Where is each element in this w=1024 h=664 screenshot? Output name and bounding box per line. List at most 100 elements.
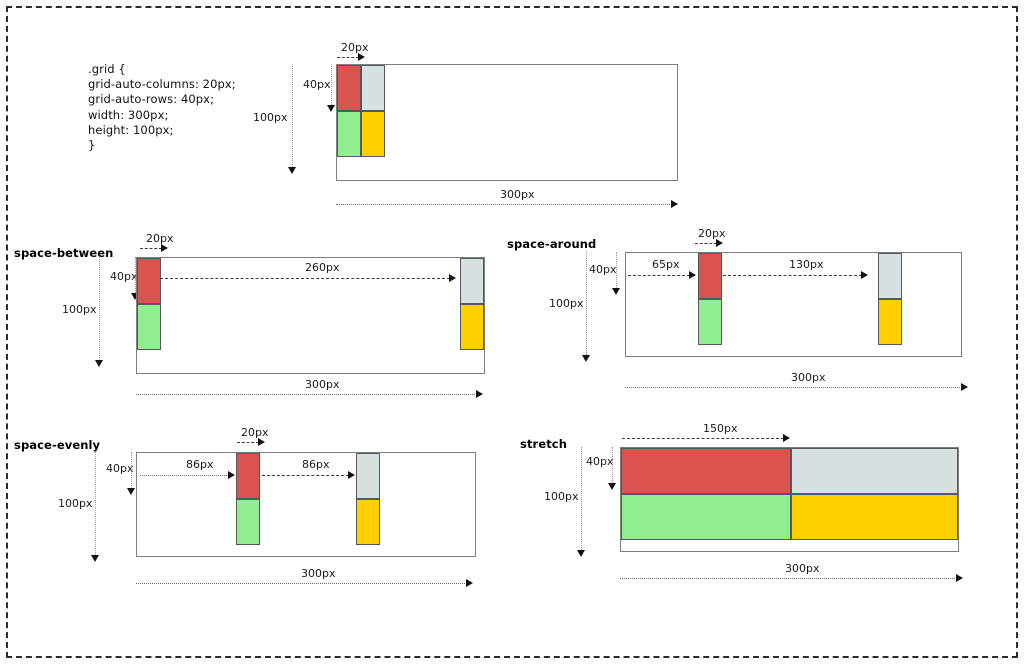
container-height-label-space-evenly: 100px (58, 497, 93, 510)
gap1-dimline-space-around (628, 275, 690, 276)
grid-cell-yellow (361, 111, 385, 157)
container-height-label-space-between: 100px (62, 303, 97, 316)
gap2-label-space-evenly: 86px (302, 458, 330, 471)
arrow-right-icon (861, 271, 868, 279)
section-label-space-evenly: space-evenly (14, 438, 101, 452)
arrow-right-icon (476, 390, 483, 398)
cell-width-label-default: 20px (341, 41, 369, 54)
grid-container-default (336, 64, 678, 181)
grid-container-space-between (136, 257, 485, 374)
cell-width-dimline-stretch (622, 438, 784, 439)
gap2-dimline-space-around (723, 275, 862, 276)
container-width-label-space-between: 300px (305, 378, 340, 391)
arrow-down-icon (608, 483, 616, 490)
grid-cell-yellow (878, 299, 902, 345)
grid-cell-yellow (460, 304, 484, 350)
grid-cell-red (698, 253, 722, 299)
gap1-label-space-around: 65px (652, 258, 680, 271)
grid-cell-green (236, 499, 260, 545)
grid-cell-red (236, 453, 260, 499)
grid-container-space-evenly (136, 452, 476, 557)
gap1-label-space-evenly: 86px (186, 458, 214, 471)
arrow-right-icon (671, 200, 678, 208)
container-height-dimline-space-between (99, 257, 100, 362)
container-width-label-stretch: 300px (785, 562, 820, 575)
cell-width-dimline-space-evenly (237, 442, 259, 443)
arrow-down-icon (577, 550, 585, 557)
grid-cell-bluegray (878, 253, 902, 299)
arrow-right-icon (161, 244, 168, 252)
grid-cell-yellow (356, 499, 380, 545)
arrow-down-icon (582, 355, 590, 362)
container-height-dimline-space-evenly (95, 452, 96, 557)
container-width-dimline-stretch (620, 578, 957, 579)
arrow-down-icon (612, 288, 620, 295)
arrow-down-icon (288, 167, 296, 174)
container-width-dimline-default (336, 204, 672, 205)
cell-width-dimline-default (337, 57, 359, 58)
arrow-down-icon (127, 488, 135, 495)
arrow-down-icon (95, 360, 103, 367)
grid-container-space-around (625, 252, 962, 357)
arrow-right-icon (258, 438, 265, 446)
cell-height-dimline-default (331, 64, 332, 109)
container-height-label-space-around: 100px (549, 297, 584, 310)
grid-cell-bluegray (361, 65, 385, 111)
cell-height-dimline-space-evenly (131, 452, 132, 492)
container-width-label-space-evenly: 300px (301, 567, 336, 580)
container-width-label-default: 300px (500, 188, 535, 201)
cell-width-dimline-space-between (140, 248, 162, 249)
container-height-dimline-stretch (581, 447, 582, 552)
cell-height-dimline-space-between (135, 257, 136, 297)
grid-cell-bluegray (791, 448, 958, 494)
cell-height-dimline-stretch (612, 447, 613, 487)
cell-height-label-space-evenly: 40px (106, 462, 134, 475)
gap-dimline-space-between (160, 278, 450, 279)
gap2-label-space-around: 130px (789, 258, 824, 271)
grid-container-stretch (620, 447, 959, 552)
section-label-stretch: stretch (520, 437, 568, 451)
cell-width-dimline-space-around (695, 243, 717, 244)
cell-height-label-stretch: 40px (586, 455, 614, 468)
section-label-space-around: space-around (507, 237, 597, 251)
grid-cell-bluegray (460, 258, 484, 304)
grid-cell-green (698, 299, 722, 345)
arrow-right-icon (358, 53, 365, 61)
cell-height-label-space-around: 40px (589, 263, 617, 276)
grid-cell-green (337, 111, 361, 157)
arrow-down-icon (91, 555, 99, 562)
arrow-right-icon (783, 434, 790, 442)
cell-width-label-stretch: 150px (703, 422, 738, 435)
grid-cell-red (337, 65, 361, 111)
grid-cell-red (621, 448, 791, 494)
arrow-right-icon (716, 239, 723, 247)
container-height-label-default: 100px (253, 111, 288, 124)
arrow-down-icon (131, 293, 139, 300)
container-height-label-stretch: 100px (544, 490, 579, 503)
container-width-dimline-space-around (625, 387, 962, 388)
container-width-dimline-space-between (136, 394, 477, 395)
container-height-dimline-default (292, 64, 293, 169)
gap1-dimline-space-evenly (140, 475, 229, 476)
arrow-right-icon (956, 574, 963, 582)
cell-height-dimline-space-around (616, 252, 617, 292)
arrow-right-icon (449, 274, 456, 282)
arrow-right-icon (348, 471, 355, 479)
grid-cell-yellow (791, 494, 958, 540)
arrow-right-icon (961, 383, 968, 391)
arrow-right-icon (228, 471, 235, 479)
cell-height-label-default: 40px (303, 78, 331, 91)
grid-cell-bluegray (356, 453, 380, 499)
cell-width-label-space-evenly: 20px (241, 426, 269, 439)
arrow-right-icon (689, 271, 696, 279)
cell-height-label-space-between: 40px (110, 270, 138, 283)
arrow-right-icon (466, 579, 473, 587)
section-label-space-between: space-between (14, 246, 114, 260)
grid-cell-green (137, 304, 161, 350)
cell-width-label-space-between: 20px (146, 232, 174, 245)
container-width-dimline-space-evenly (136, 583, 467, 584)
container-width-label-space-around: 300px (791, 371, 826, 384)
gap2-dimline-space-evenly (262, 475, 349, 476)
grid-cell-green (621, 494, 791, 540)
